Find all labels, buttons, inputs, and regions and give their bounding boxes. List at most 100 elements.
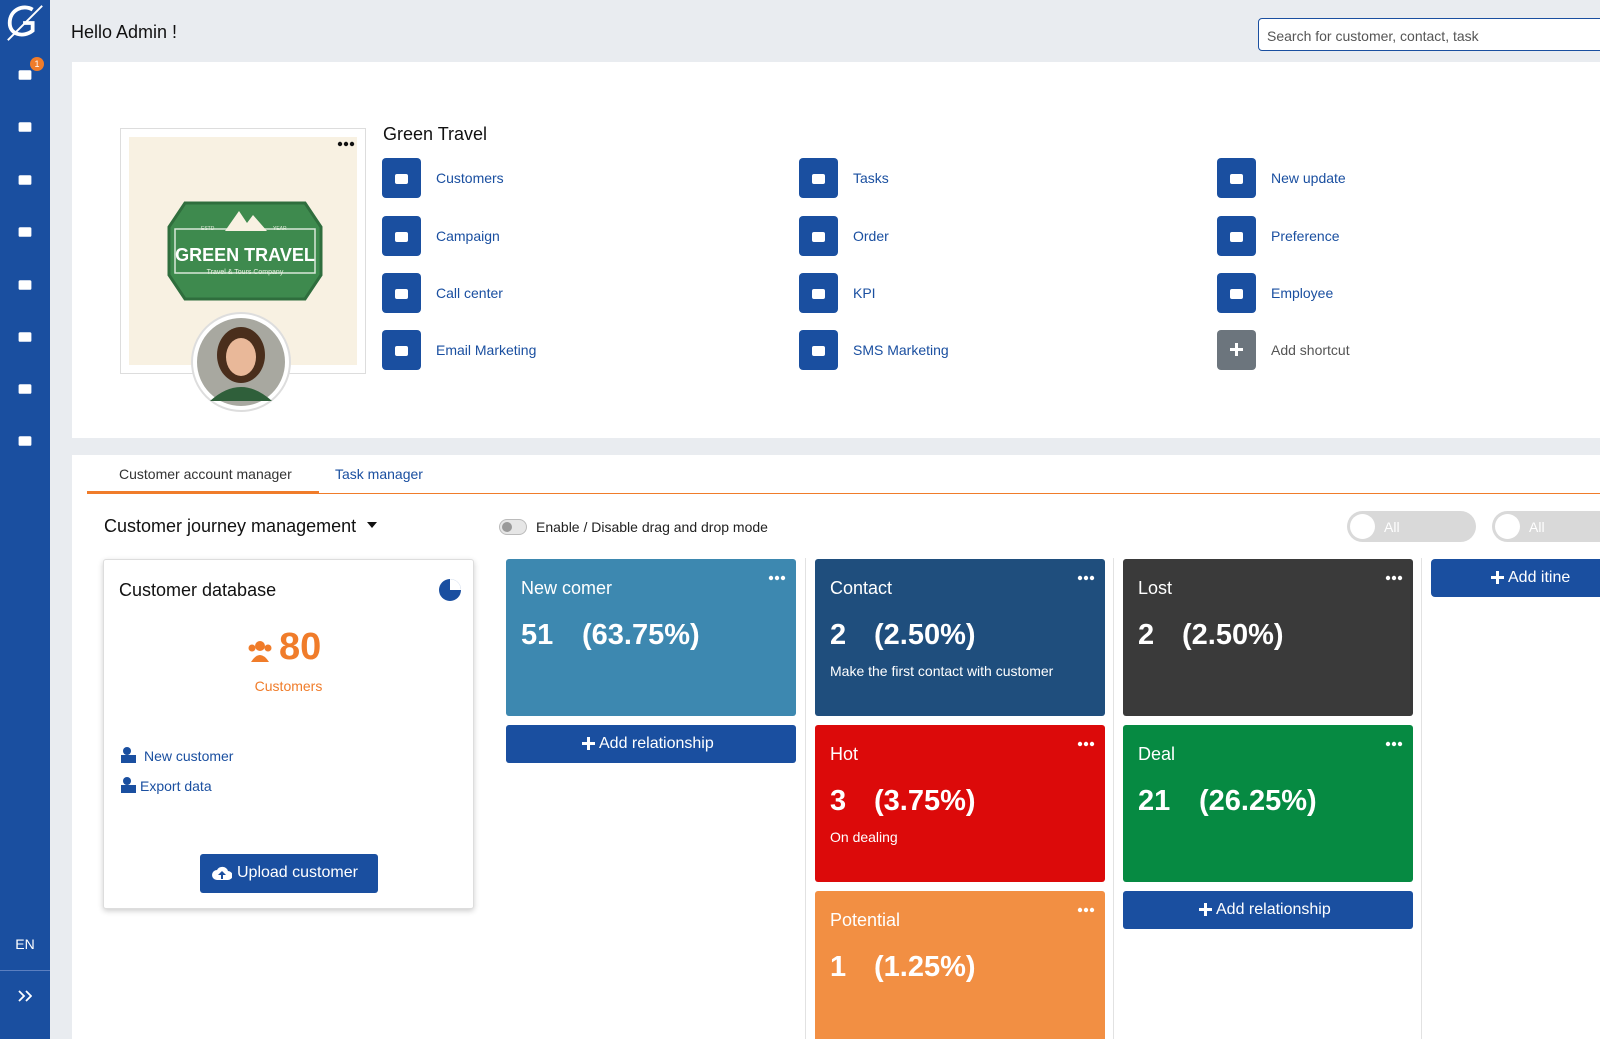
shortcut[interactable]: Add shortcut (1217, 330, 1597, 370)
shortcut-icon (799, 330, 838, 370)
add-button[interactable]: Add itine (1431, 559, 1600, 597)
stage-count: 51 (521, 619, 554, 651)
more-dots (1385, 741, 1403, 747)
shortcut[interactable]: Preference (1217, 216, 1597, 256)
more-dots-part (768, 575, 774, 581)
shortcut[interactable]: Campaign (382, 216, 762, 256)
stage-name: New comer (521, 578, 613, 598)
shortcut-icon (382, 158, 421, 198)
more-dots-part (1089, 907, 1095, 913)
database-card: Customer database 80 Customers New customer… (103, 559, 474, 909)
shortcut-glyph (812, 232, 825, 242)
plus-icon (582, 737, 595, 750)
shortcut[interactable]: Email Marketing (382, 330, 762, 370)
stage-card[interactable]: New comer 51 (63.75%) (506, 559, 796, 716)
shortcut[interactable]: Tasks (799, 158, 1179, 198)
shortcut-glyph (812, 174, 825, 184)
more-dots-part (1077, 575, 1083, 581)
add-relationship[interactable]: Add relationship (506, 725, 796, 763)
sidebar-item[interactable] (0, 59, 50, 91)
shortcut-icon (382, 216, 421, 256)
shortcut[interactable]: SMS Marketing (799, 330, 1179, 370)
filter-switch[interactable]: All (1347, 511, 1476, 542)
shortcut[interactable]: KPI (799, 273, 1179, 313)
cloud-icon (212, 866, 232, 880)
app-logo (7, 5, 43, 41)
tab-active[interactable]: Customer account manager (119, 466, 292, 482)
upload-button[interactable]: Upload customer (200, 854, 378, 893)
stage-name: Contact (830, 578, 893, 598)
filter-label: All (1529, 519, 1545, 535)
customer-count: 80 (279, 626, 322, 668)
shortcut-label: Call center (436, 285, 503, 301)
shortcut-glyph (395, 346, 408, 356)
database-link[interactable]: New customer (144, 748, 234, 764)
tab[interactable]: Task manager (335, 466, 423, 482)
shortcut[interactable]: Customers (382, 158, 762, 198)
filter-knob (1350, 514, 1375, 539)
stage-count: 2 (830, 619, 847, 651)
filter-label: All (1384, 519, 1400, 535)
stage-card[interactable]: Deal 21 (26.25%) (1123, 725, 1413, 882)
sidebar-icon (18, 436, 32, 446)
journey-title[interactable]: Customer journey management (104, 516, 357, 536)
stage-card[interactable]: Lost 2 (2.50%) (1123, 559, 1413, 716)
more-dots-part (337, 141, 343, 147)
stage-card[interactable]: Contact 2 (2.50%) Make the first contact wi… (815, 559, 1105, 716)
sidebar-icon-part (18, 227, 32, 237)
shortcut[interactable]: Call center (382, 273, 762, 313)
shortcut-label: Employee (1271, 285, 1334, 301)
sidebar-item[interactable] (0, 269, 50, 301)
sidebar-icon-part (18, 122, 32, 132)
stage-note: Make the first contact with customer (830, 663, 1054, 679)
sidebar-item[interactable] (0, 216, 50, 248)
people-icon-part (255, 641, 265, 651)
stage-card[interactable]: Hot 3 (3.75%) On dealing (815, 725, 1105, 882)
stage-name: Lost (1138, 578, 1173, 598)
shortcut-icon (799, 216, 838, 256)
sidebar-item[interactable] (0, 111, 50, 143)
caret-part (367, 522, 377, 528)
logo-badge-part (225, 211, 267, 231)
sidebar-icon-part (18, 175, 32, 185)
sidebar-item[interactable] (0, 373, 50, 405)
plus-icon-part (582, 737, 595, 750)
sidebar-item[interactable] (0, 164, 50, 196)
people-icon-part (248, 644, 256, 652)
more-dots-part (349, 141, 355, 147)
link-icon-part (123, 777, 131, 785)
add-relationship-label: Add relationship (599, 735, 714, 752)
people-icon-part (251, 655, 269, 662)
plus-icon (1491, 571, 1504, 584)
shortcut[interactable]: Employee (1217, 273, 1597, 313)
shortcut[interactable]: Order (799, 216, 1179, 256)
more-dots-part (1391, 575, 1397, 581)
logo-badge-part (174, 228, 316, 274)
more-dots-part (1077, 741, 1083, 747)
sidebar-item[interactable] (0, 425, 50, 457)
plus-icon-part (1199, 903, 1212, 916)
shortcut-glyph (1230, 174, 1243, 184)
search-input[interactable]: Search for customer, contact, task (1258, 18, 1600, 51)
language[interactable]: EN (15, 936, 35, 952)
more-dots-part (780, 575, 786, 581)
stage-count: 2 (1138, 619, 1155, 651)
sidebar-divider (0, 970, 50, 971)
shortcut-label: Order (853, 228, 889, 244)
shortcut-icon (1217, 330, 1256, 370)
toggle-knob (502, 522, 512, 532)
app-logo-part (7, 5, 43, 41)
database-link[interactable]: Export data (140, 778, 212, 794)
shortcut-icon (1217, 216, 1256, 256)
plus-icon (1199, 903, 1212, 916)
shortcut-glyph-part (1230, 289, 1243, 299)
stage-card[interactable]: Potential 1 (1.25%) (815, 891, 1105, 1039)
add-relationship[interactable]: Add relationship (1123, 891, 1413, 929)
sidebar-item[interactable] (0, 321, 50, 353)
filter-switch[interactable]: All (1492, 511, 1600, 542)
sidebar-icon (18, 227, 32, 237)
shortcut-label: Preference (1271, 228, 1340, 244)
shortcut[interactable]: New update (1217, 158, 1597, 198)
logo-tagline: Travel & Tours Company (206, 269, 284, 276)
